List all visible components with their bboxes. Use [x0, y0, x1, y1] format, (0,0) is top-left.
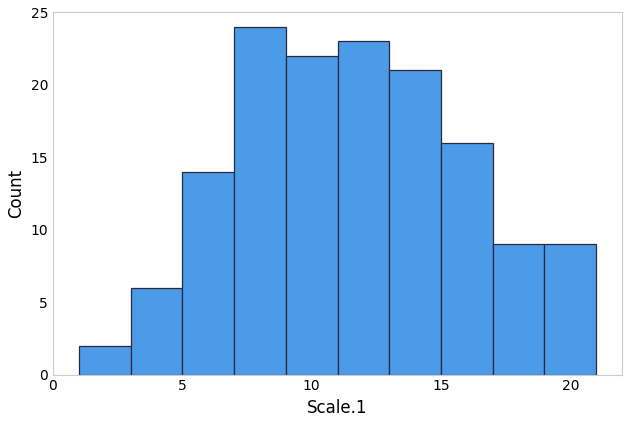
Bar — [545, 244, 596, 375]
Bar — [182, 172, 234, 375]
Bar — [441, 143, 493, 375]
Bar — [493, 244, 545, 375]
Bar — [79, 346, 131, 375]
Bar — [338, 42, 389, 375]
Bar — [286, 56, 338, 375]
Bar — [131, 288, 182, 375]
Bar — [234, 27, 286, 375]
Bar — [389, 70, 441, 375]
X-axis label: Scale.1: Scale.1 — [308, 399, 368, 417]
Y-axis label: Count: Count — [7, 169, 25, 218]
